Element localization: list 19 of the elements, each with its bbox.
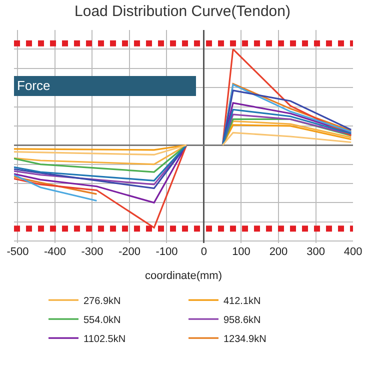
legend-label: 1102.5kN: [84, 334, 126, 345]
legend-label: 412.1kN: [224, 296, 261, 307]
legend-label: 276.9kN: [84, 296, 121, 307]
x-tick-label: 0: [200, 246, 208, 258]
x-axis-title: coordinate(mm): [144, 270, 222, 282]
x-tick-label: -300: [81, 246, 104, 258]
label-banner: Force: [14, 76, 196, 96]
legend-label: 554.0kN: [84, 315, 121, 326]
legend-label: 958.6kN: [224, 315, 261, 326]
x-tick-label: 400: [344, 246, 362, 258]
x-tick-label: -100: [156, 246, 178, 258]
x-tick-label: -200: [118, 246, 140, 258]
x-tick-label: 300: [306, 246, 325, 258]
x-tick-label: -400: [44, 246, 66, 258]
legend-label: 1234.9kN: [224, 334, 266, 345]
x-tick-label: 200: [269, 246, 288, 258]
chart-title: Load Distribution Curve(Tendon): [74, 2, 290, 20]
x-tick-label: -500: [6, 246, 29, 258]
x-tick-label: 100: [232, 246, 250, 258]
